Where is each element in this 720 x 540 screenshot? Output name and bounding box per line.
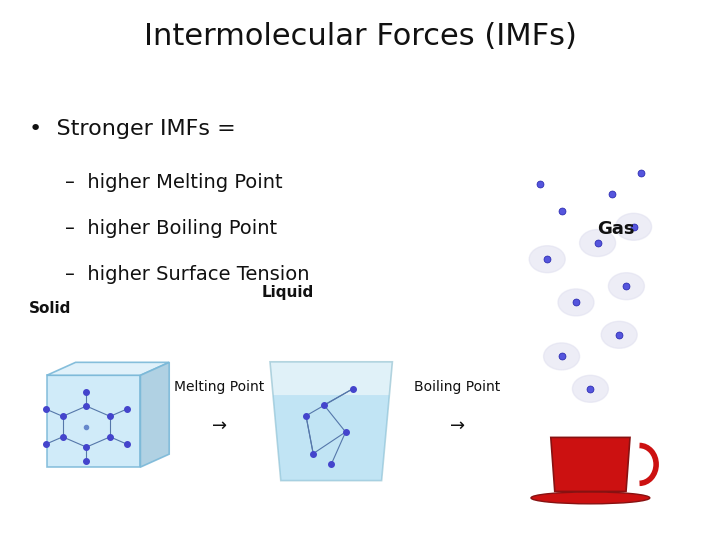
- Text: Boiling Point: Boiling Point: [414, 380, 500, 394]
- Circle shape: [544, 343, 580, 370]
- Polygon shape: [47, 375, 140, 467]
- Text: Melting Point: Melting Point: [174, 380, 265, 394]
- Text: Intermolecular Forces (IMFs): Intermolecular Forces (IMFs): [143, 22, 577, 51]
- Text: –  higher Boiling Point: – higher Boiling Point: [65, 219, 277, 238]
- Text: –  higher Melting Point: – higher Melting Point: [65, 173, 282, 192]
- Polygon shape: [47, 362, 169, 375]
- Circle shape: [529, 246, 565, 273]
- Text: Liquid: Liquid: [262, 285, 314, 300]
- Circle shape: [601, 321, 637, 348]
- Circle shape: [580, 230, 616, 256]
- Polygon shape: [273, 395, 390, 481]
- Polygon shape: [551, 437, 630, 491]
- Text: –  higher Surface Tension: – higher Surface Tension: [65, 265, 310, 284]
- Circle shape: [616, 213, 652, 240]
- Polygon shape: [140, 362, 169, 467]
- Text: •  Stronger IMFs =: • Stronger IMFs =: [29, 119, 235, 139]
- Circle shape: [608, 273, 644, 300]
- Ellipse shape: [531, 492, 649, 504]
- Circle shape: [558, 289, 594, 316]
- Text: Gas: Gas: [597, 220, 634, 238]
- Text: →: →: [449, 417, 465, 435]
- Polygon shape: [270, 362, 392, 481]
- Text: Solid: Solid: [29, 301, 71, 316]
- Circle shape: [572, 375, 608, 402]
- Text: →: →: [212, 417, 228, 435]
